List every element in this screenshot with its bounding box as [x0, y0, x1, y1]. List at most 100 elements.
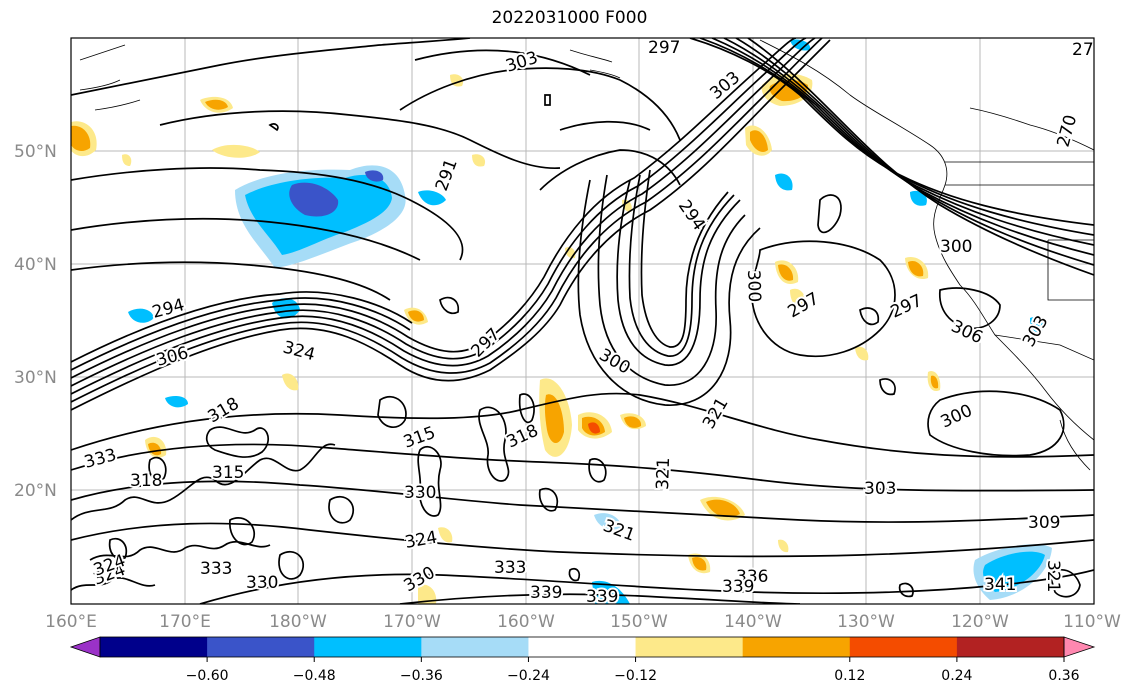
contour-label: 315 [212, 463, 244, 483]
contour-label: 300 [938, 401, 976, 433]
contour-label: 333 [200, 559, 232, 579]
colorbar-tick-label: −0.36 [400, 668, 443, 684]
negative-shading [165, 396, 188, 408]
colorbar-cell [314, 637, 422, 657]
contour-label: 321 [653, 457, 674, 490]
lat-label: 50°N [14, 142, 57, 162]
negative-shading [790, 39, 811, 51]
lon-label: 180°W [269, 612, 327, 632]
positive-shading [778, 264, 794, 281]
map-title: 2022031000 F000 [491, 8, 648, 28]
colorbar-cell [742, 637, 851, 657]
colorbar-ticks: −0.60−0.48−0.36−0.24−0.120.120.240.360.4… [186, 657, 1080, 684]
map-frame [70, 37, 1095, 605]
contour-label: 324 [403, 528, 438, 553]
colorbar-tick-label: −0.60 [186, 668, 229, 684]
colorbar-cell [207, 637, 315, 657]
contour-label: 303 [1019, 312, 1053, 350]
theta-contours [71, 38, 1094, 604]
contour-label: 309 [1028, 513, 1060, 533]
colorbar-cells [69, 636, 1096, 658]
positive-shading [855, 346, 869, 361]
lon-label: 150°W [610, 612, 668, 632]
contour-label: 300 [596, 345, 634, 379]
positive-shading [930, 375, 939, 389]
positive-shading [472, 154, 486, 167]
colorbar-cell [528, 637, 637, 657]
colorbar-tick-label: −0.12 [614, 668, 657, 684]
lon-label: 170°W [383, 612, 441, 632]
negative-shading [128, 308, 154, 323]
colorbar-extend-high [1063, 636, 1096, 658]
map-panel: 303 297 303 291 294 300 300 297 297 306 … [71, 38, 1094, 604]
contour-label: 336 [736, 567, 768, 587]
coastlines [79, 39, 1094, 471]
positive-shading [282, 373, 299, 391]
contour-label: 291 [432, 156, 462, 193]
colorbar-cell [421, 637, 529, 657]
contour-label: 318 [205, 394, 243, 428]
shading [71, 39, 1052, 604]
negative-shading [910, 190, 927, 206]
lat-axis: 50°N 40°N 30°N 20°N [14, 142, 57, 501]
contour-label: 321 [699, 394, 733, 432]
positive-shading [205, 99, 228, 110]
lat-label: 40°N [14, 255, 57, 275]
contour-label: 300 [743, 269, 764, 302]
lon-label: 130°W [837, 612, 895, 632]
positive-shading [790, 288, 807, 309]
colorbar-tick-label: −0.48 [293, 668, 336, 684]
positive-shading [692, 557, 707, 571]
contour-label: 333 [494, 558, 526, 578]
lon-label: 160°W [497, 612, 555, 632]
lon-label: 160°E [45, 612, 97, 632]
colorbar-cell [849, 637, 958, 657]
negative-shading [775, 173, 793, 191]
lon-label: 140°W [724, 612, 782, 632]
negative-shading [983, 551, 1045, 592]
contour-label: 270 [1054, 113, 1082, 150]
positive-shading [624, 416, 642, 428]
contour-label: 297 [648, 38, 680, 58]
contour-label: 318 [130, 471, 162, 491]
colorbar-extend-low [69, 636, 101, 658]
lon-label: 120°W [951, 612, 1009, 632]
contour-label: 339 [530, 583, 562, 603]
contour-label: 294 [150, 295, 187, 323]
colorbar-tick-label: 0.12 [834, 668, 865, 684]
contour-label: 324 [281, 338, 318, 366]
negative-shading [418, 190, 446, 206]
positive-shading [418, 584, 437, 604]
contour-label: 297 [888, 291, 926, 323]
positive-shading [588, 422, 600, 434]
colorbar-tick-label: 0.36 [1048, 668, 1079, 684]
negative-shading [1030, 316, 1044, 333]
positive-shading [908, 260, 924, 277]
contour-label: 339 [722, 577, 754, 597]
negative-shading [289, 182, 339, 217]
positive-shading [778, 539, 789, 553]
positive-shading [408, 310, 424, 322]
negative-shading [592, 580, 630, 604]
contour-label: 341 [984, 575, 1016, 595]
positive-shading [438, 527, 453, 543]
negative-shading [272, 298, 300, 319]
contour-label: 330 [246, 573, 278, 593]
positive-shading [544, 394, 564, 444]
positive-shading [706, 499, 740, 518]
lat-label: 30°N [14, 368, 57, 388]
lon-axis: 160°E 170°E 180°W 170°W 160°W 150°W 140°… [45, 612, 1121, 632]
negative-shading [365, 170, 384, 182]
colorbar-tick-label: 0.24 [941, 668, 972, 684]
lon-label: 110°W [1063, 612, 1121, 632]
colorbar-frame [99, 636, 1065, 658]
lat-label: 20°N [14, 481, 57, 501]
contour-label: 321 [600, 516, 637, 546]
colorbar-tick-label: −0.24 [507, 668, 550, 684]
negative-shading [594, 513, 622, 530]
contour-label: 303 [864, 479, 896, 499]
contour-label: 330 [404, 483, 436, 503]
gridlines [71, 38, 1094, 604]
colorbar: −0.60−0.48−0.36−0.24−0.120.120.240.360.4… [69, 636, 1096, 684]
